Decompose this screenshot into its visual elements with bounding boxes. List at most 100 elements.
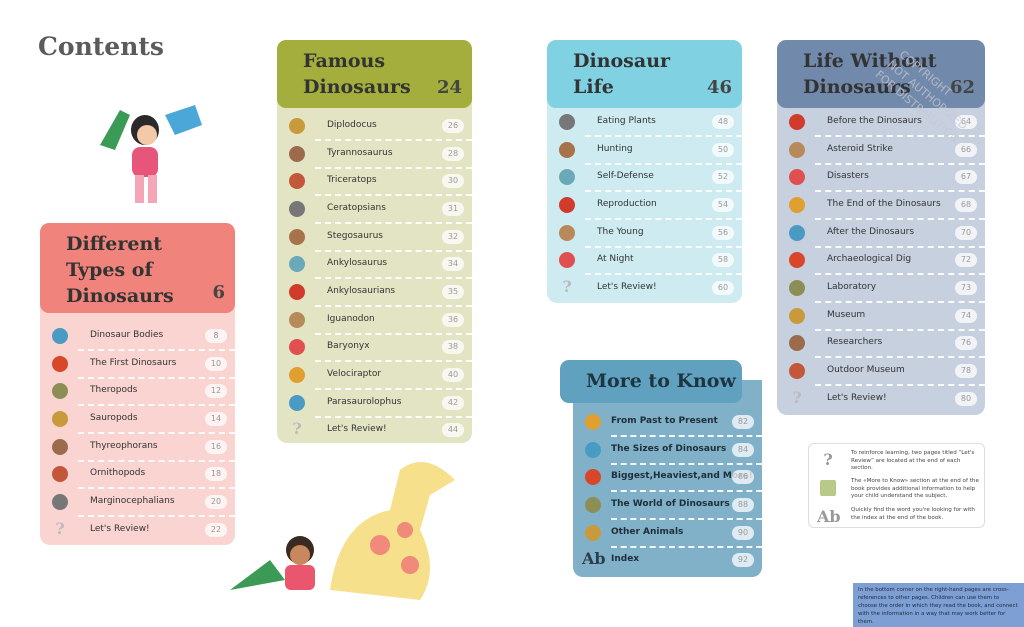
item-separator — [611, 545, 762, 548]
section-title: Famous Dinosaurs — [303, 50, 411, 98]
item-page: 72 — [955, 253, 977, 268]
item-page: 30 — [442, 174, 464, 189]
item-icon — [289, 228, 305, 245]
item-label: Theropods — [90, 385, 138, 396]
item-page: 54 — [712, 197, 734, 212]
item-icon — [789, 279, 805, 296]
item-page: 28 — [442, 146, 464, 161]
item-label: Researchers — [827, 337, 883, 348]
item-page: 16 — [205, 439, 227, 454]
item-label: Let's Review! — [827, 392, 887, 403]
item-icon: ? — [562, 276, 572, 296]
item-separator — [78, 376, 235, 379]
item-separator — [78, 459, 235, 462]
item-icon — [289, 366, 305, 383]
item-icon — [52, 410, 68, 427]
item-separator — [315, 221, 472, 224]
item-label: Hunting — [597, 143, 633, 154]
item-page: 20 — [205, 494, 227, 509]
item-label: Tyrannosaurus — [327, 147, 393, 158]
item-icon — [585, 441, 601, 458]
item-separator — [815, 245, 985, 248]
item-label: Ornithopods — [90, 468, 146, 479]
item-label: Triceratops — [327, 175, 377, 186]
item-label: Dinosaur Bodies — [90, 330, 164, 340]
illustration-bottom — [230, 462, 455, 600]
note-text: To reinforce learning, two pages titled … — [851, 450, 975, 471]
item-icon — [789, 252, 805, 269]
item-label: Ankylosaurians — [327, 285, 396, 296]
item-icon — [789, 307, 805, 324]
item-label: Eating Plants — [597, 116, 656, 126]
note-text: Quickly find the word you're looking for… — [851, 507, 975, 521]
note-icon — [820, 480, 836, 496]
item-page: 52 — [712, 170, 734, 185]
item-label: The End of the Dinosaurs — [827, 198, 941, 209]
section-page: 62 — [949, 77, 975, 98]
section-page: 24 — [436, 77, 462, 98]
item-icon — [789, 114, 805, 130]
item-label: Diplodocus — [327, 120, 377, 130]
item-icon — [52, 328, 68, 344]
item-label: Asteroid Strike — [827, 143, 893, 154]
note-icon: ? — [823, 450, 833, 469]
page-title: Contents — [38, 32, 165, 61]
item-page: 10 — [205, 356, 227, 371]
item-icon: ? — [55, 518, 65, 538]
item-icon: Ab — [582, 549, 606, 569]
item-label: Ceratopsians — [327, 202, 386, 213]
item-separator — [315, 304, 472, 307]
item-separator — [315, 139, 472, 141]
item-label: Outdoor Museum — [827, 364, 905, 375]
item-label: The First Dinosaurs — [90, 357, 177, 368]
item-icon — [559, 114, 575, 130]
item-separator — [315, 166, 472, 169]
item-label: Archaeological Dig — [827, 254, 912, 265]
section-body — [40, 303, 235, 545]
item-label: Sauropods — [90, 412, 138, 423]
item-separator — [585, 135, 742, 137]
item-separator — [78, 514, 235, 517]
item-page: 38 — [442, 340, 464, 355]
item-icon — [585, 414, 601, 430]
section-title: More to Know — [586, 370, 736, 392]
item-page: 56 — [712, 225, 734, 240]
item-page: 68 — [955, 197, 977, 212]
item-page: 80 — [955, 391, 977, 406]
item-label: Biggest,Heaviest,and More! — [611, 471, 753, 482]
item-separator — [815, 135, 985, 137]
item-label: At Night — [597, 254, 634, 265]
item-icon: ? — [792, 387, 802, 407]
item-separator — [585, 190, 742, 193]
footnote: In the bottom corner on the right-hand p… — [853, 583, 1024, 627]
section-title: Dinosaur Life — [573, 50, 671, 98]
item-separator — [315, 194, 472, 197]
illustration-top — [100, 105, 202, 203]
item-icon — [559, 196, 575, 213]
item-label: Thyreophorans — [90, 440, 158, 451]
item-separator — [815, 190, 985, 193]
section-title: Life Without Dinosaurs — [803, 50, 937, 98]
item-label: Laboratory — [827, 281, 877, 292]
item-page: 34 — [442, 257, 464, 272]
item-page: 42 — [442, 395, 464, 410]
item-icon — [289, 394, 305, 411]
item-label: From Past to Present — [611, 416, 718, 426]
item-icon — [289, 173, 305, 190]
item-separator — [815, 356, 985, 359]
item-label: Marginocephalians — [90, 495, 175, 506]
item-page: 82 — [732, 415, 754, 429]
item-separator — [315, 360, 472, 363]
item-page: 22 — [205, 522, 227, 537]
item-page: 73 — [955, 280, 977, 295]
item-page: 92 — [732, 553, 754, 568]
item-label: Let's Review! — [90, 523, 150, 534]
item-separator — [611, 435, 762, 437]
item-page: 26 — [442, 119, 464, 133]
item-label: Ankylosaurus — [327, 258, 388, 269]
item-separator — [815, 300, 985, 303]
item-page: 48 — [712, 115, 734, 129]
item-page: 14 — [205, 411, 227, 426]
item-label: The World of Dinosaurs — [611, 498, 730, 509]
item-page: 35 — [442, 284, 464, 299]
